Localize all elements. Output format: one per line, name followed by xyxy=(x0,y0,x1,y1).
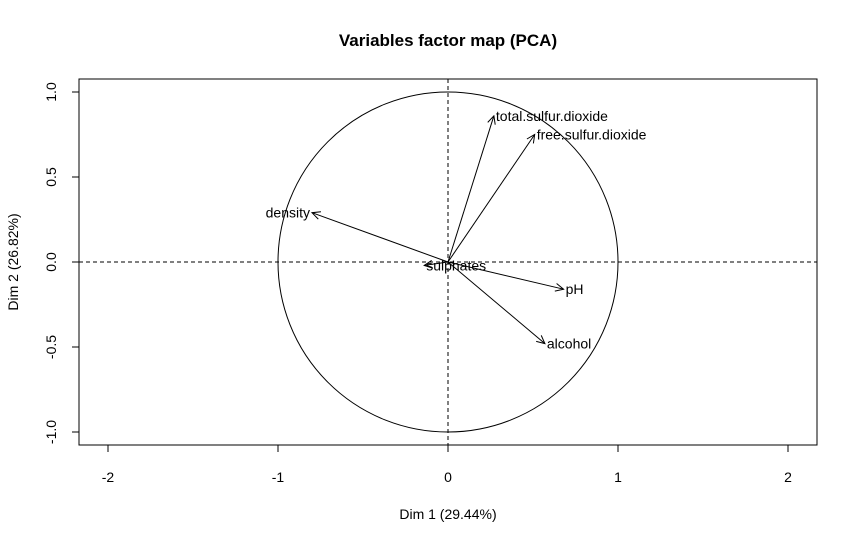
variable-label: total.sulfur.dioxide xyxy=(496,108,608,124)
y-tick-label: 0.5 xyxy=(43,167,59,187)
arrow-head xyxy=(554,283,565,292)
x-tick-label: 0 xyxy=(444,469,452,485)
variable-label: pH xyxy=(566,281,584,297)
y-axis-ticks: -1.0 -0.5 0.0 0.5 1.0 xyxy=(43,82,79,444)
arrow-head xyxy=(423,259,433,269)
y-tick-label: -1.0 xyxy=(43,420,59,444)
chart-title: Variables factor map (PCA) xyxy=(339,31,557,50)
arrow-shaft xyxy=(447,115,495,263)
variable-label: density xyxy=(266,205,310,221)
arrow-head xyxy=(487,114,496,125)
x-axis-ticks: -2 -1 0 1 2 xyxy=(102,445,792,485)
variable-vector-sulphates: sulphates xyxy=(423,257,486,273)
arrow-shaft xyxy=(447,261,546,344)
arrow-head xyxy=(536,335,546,345)
y-tick-label: 1.0 xyxy=(43,82,59,102)
x-tick-label: -1 xyxy=(272,469,285,485)
variable-vector-free-sulfur-dioxide: free.sulfur.dioxide xyxy=(447,127,647,263)
variable-arrows: total.sulfur.dioxide free.sulfur.dioxide d… xyxy=(266,108,647,352)
y-tick-label: -0.5 xyxy=(43,335,59,359)
x-axis-label: Dim 1 (29.44%) xyxy=(399,506,496,522)
arrow-shaft xyxy=(447,261,564,290)
arrow-shaft xyxy=(447,134,536,263)
variable-vector-total-sulfur-dioxide: total.sulfur.dioxide xyxy=(447,108,608,263)
x-tick-label: 2 xyxy=(784,469,792,485)
variable-label: sulphates xyxy=(426,257,486,273)
x-tick-label: 1 xyxy=(614,469,622,485)
y-tick-label: 0.0 xyxy=(43,252,59,272)
variable-vector-density: density xyxy=(266,205,449,263)
variable-vector-alcohol: alcohol xyxy=(447,261,591,352)
x-tick-label: -2 xyxy=(102,469,115,485)
arrow-shaft xyxy=(424,261,449,266)
arrow-head xyxy=(310,211,322,220)
arrow-head xyxy=(526,133,536,144)
variable-vector-pH: pH xyxy=(447,261,584,297)
arrow-shaft xyxy=(311,212,449,263)
y-axis-label: Dim 2 (26.82%) xyxy=(5,213,21,310)
variable-label: alcohol xyxy=(547,336,591,352)
variable-label: free.sulfur.dioxide xyxy=(537,127,647,143)
correlation-circle xyxy=(277,91,619,433)
